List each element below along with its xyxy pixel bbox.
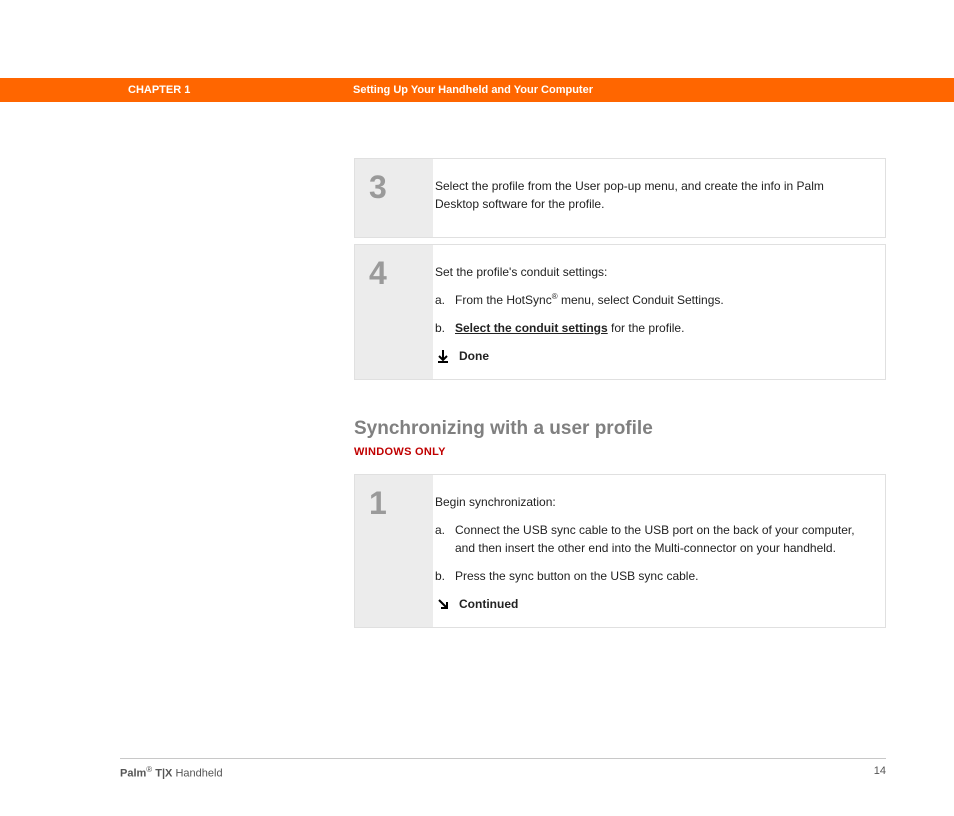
done-label: Done (459, 347, 489, 365)
substep-suffix: for the profile. (608, 321, 685, 335)
step-number: 1 (355, 475, 433, 627)
substep-text: From the HotSync® menu, select Conduit S… (455, 291, 863, 309)
footer-model: T|X (152, 768, 172, 780)
substep-a: a. From the HotSync® menu, select Condui… (435, 291, 863, 309)
step-intro: Begin synchronization: (435, 493, 863, 511)
chapter-label: CHAPTER 1 (128, 84, 353, 96)
substep-b: b. Press the sync button on the USB sync… (435, 567, 863, 585)
continued-row: Continued (435, 595, 863, 613)
substep-text: Connect the USB sync cable to the USB po… (455, 521, 863, 557)
substep-a: a. Connect the USB sync cable to the USB… (435, 521, 863, 557)
step-intro: Set the profile's conduit settings: (435, 263, 863, 281)
page-footer: Palm® T|X Handheld 14 (120, 758, 886, 780)
chapter-header-bar: CHAPTER 1 Setting Up Your Handheld and Y… (0, 78, 954, 102)
chapter-title: Setting Up Your Handheld and Your Comput… (353, 84, 593, 96)
step-body: Begin synchronization: a. Connect the US… (433, 475, 885, 627)
step-number: 3 (355, 159, 433, 237)
platform-tag: WINDOWS ONLY (354, 446, 886, 458)
continued-icon (435, 596, 451, 612)
page-number: 14 (874, 765, 886, 780)
step-body: Select the profile from the User pop-up … (433, 159, 885, 237)
step-box-4: 4 Set the profile's conduit settings: a.… (354, 244, 886, 380)
substep-text: Select the conduit settings for the prof… (455, 319, 863, 337)
substep-letter: b. (435, 319, 455, 337)
done-icon (435, 348, 451, 364)
step-body: Set the profile's conduit settings: a. F… (433, 245, 885, 379)
section-heading: Synchronizing with a user profile (354, 418, 886, 440)
substep-suffix: menu, select Conduit Settings. (558, 293, 724, 307)
substep-text: Press the sync button on the USB sync ca… (455, 567, 863, 585)
step-number: 4 (355, 245, 433, 379)
substep-b: b. Select the conduit settings for the p… (435, 319, 863, 337)
step-box-sync-1: 1 Begin synchronization: a. Connect the … (354, 474, 886, 628)
substep-prefix: From the HotSync (455, 293, 552, 307)
continued-label: Continued (459, 595, 518, 613)
substep-letter: a. (435, 291, 455, 309)
step-text: Select the profile from the User pop-up … (435, 177, 863, 213)
footer-suffix: Handheld (172, 768, 222, 780)
substep-letter: b. (435, 567, 455, 585)
done-row: Done (435, 347, 863, 365)
footer-brand: Palm® T|X Handheld (120, 765, 223, 780)
footer-brand-name: Palm (120, 768, 146, 780)
substep-letter: a. (435, 521, 455, 557)
content-area: 3 Select the profile from the User pop-u… (354, 158, 886, 628)
conduit-settings-link[interactable]: Select the conduit settings (455, 321, 608, 335)
step-box-3: 3 Select the profile from the User pop-u… (354, 158, 886, 238)
